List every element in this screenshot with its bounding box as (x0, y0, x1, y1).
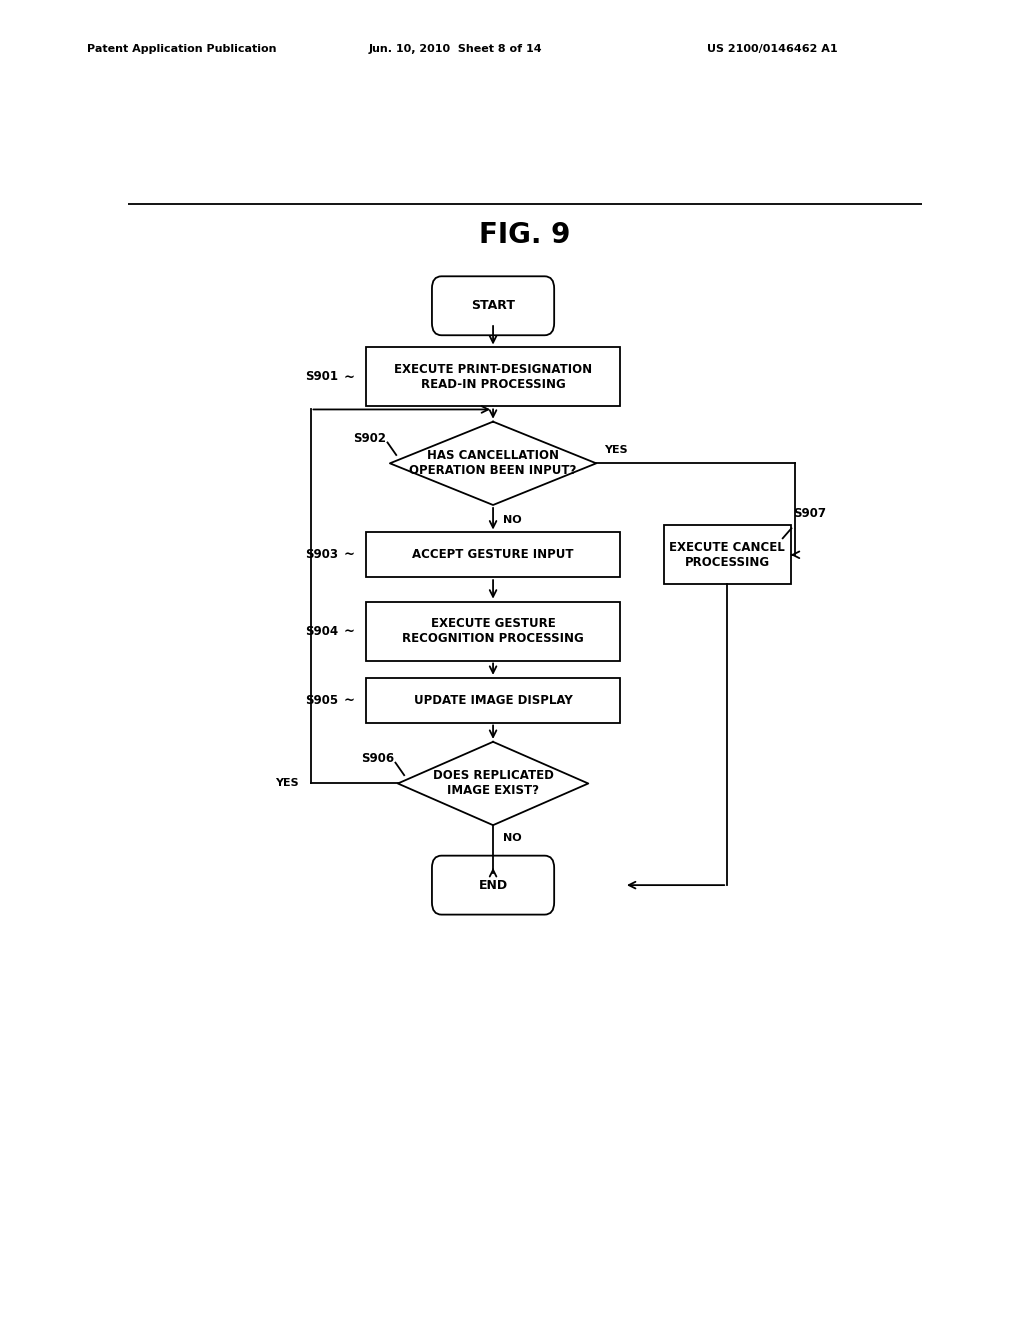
Text: ~: ~ (344, 693, 355, 706)
Text: US 2100/0146462 A1: US 2100/0146462 A1 (707, 44, 838, 54)
Text: DOES REPLICATED
IMAGE EXIST?: DOES REPLICATED IMAGE EXIST? (432, 770, 554, 797)
Text: HAS CANCELLATION
OPERATION BEEN INPUT?: HAS CANCELLATION OPERATION BEEN INPUT? (410, 449, 577, 478)
FancyBboxPatch shape (432, 855, 554, 915)
Bar (664, 525, 791, 585)
Text: Patent Application Publication: Patent Application Publication (87, 44, 276, 54)
Text: FIG. 9: FIG. 9 (479, 220, 570, 248)
Text: Jun. 10, 2010  Sheet 8 of 14: Jun. 10, 2010 Sheet 8 of 14 (369, 44, 543, 54)
Polygon shape (397, 742, 588, 825)
Text: START: START (471, 300, 515, 313)
FancyBboxPatch shape (432, 276, 554, 335)
Text: ~: ~ (344, 371, 355, 383)
Text: S906: S906 (360, 752, 394, 766)
Text: S903: S903 (305, 548, 338, 561)
Bar (367, 602, 621, 660)
Text: S905: S905 (305, 693, 338, 706)
Text: YES: YES (275, 779, 299, 788)
Text: YES: YES (604, 445, 628, 455)
Polygon shape (390, 421, 596, 506)
Bar (367, 532, 621, 577)
Text: EXECUTE PRINT-DESIGNATION
READ-IN PROCESSING: EXECUTE PRINT-DESIGNATION READ-IN PROCES… (394, 363, 592, 391)
Text: S904: S904 (305, 624, 338, 638)
Text: S902: S902 (353, 432, 386, 445)
Text: ~: ~ (344, 548, 355, 561)
Text: ~: ~ (344, 624, 355, 638)
Text: END: END (478, 879, 508, 891)
Text: S907: S907 (793, 507, 826, 520)
Text: NO: NO (503, 833, 521, 843)
Text: NO: NO (503, 515, 521, 525)
Text: UPDATE IMAGE DISPLAY: UPDATE IMAGE DISPLAY (414, 693, 572, 706)
Text: EXECUTE GESTURE
RECOGNITION PROCESSING: EXECUTE GESTURE RECOGNITION PROCESSING (402, 616, 584, 645)
Text: S901: S901 (305, 371, 338, 383)
Text: ACCEPT GESTURE INPUT: ACCEPT GESTURE INPUT (413, 548, 573, 561)
Bar (367, 677, 621, 722)
Bar (367, 347, 621, 407)
Text: EXECUTE CANCEL
PROCESSING: EXECUTE CANCEL PROCESSING (670, 541, 785, 569)
